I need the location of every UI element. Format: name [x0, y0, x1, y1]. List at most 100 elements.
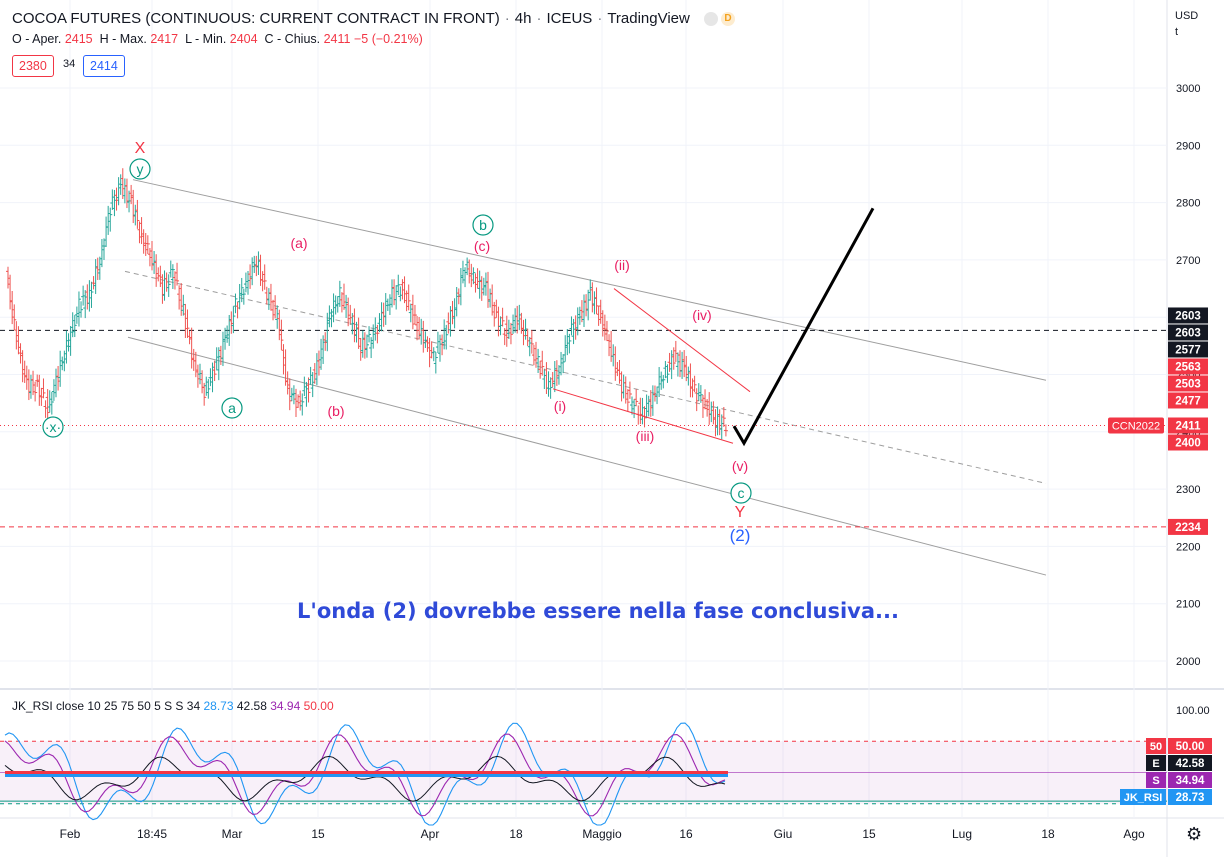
rsi-name-text: JK_RSI	[1124, 792, 1163, 804]
wave-drawings	[552, 207, 875, 447]
rsi-value-tag	[1168, 789, 1212, 805]
price-label-tag	[1168, 392, 1208, 409]
x-tick-label: 15	[311, 827, 325, 841]
price-bars	[6, 168, 728, 440]
price-label-text: 2234	[1175, 522, 1201, 534]
price-axis[interactable]: 2000210022002300240025002600270028002900…	[1176, 83, 1210, 748]
time-axis[interactable]: Feb 18:45 Mar 15 Apr 18 Maggio 16 Giu 15 Lug 18 Ago	[60, 827, 1145, 841]
rsi-value-tag	[1168, 772, 1212, 788]
wedge-upper	[613, 288, 751, 393]
exchange: ICEUS	[546, 10, 593, 27]
x-tick-label: Giu	[774, 827, 793, 841]
rsi-pane[interactable]	[0, 690, 1167, 818]
rsi-name-tag	[1146, 772, 1166, 788]
price-label-text: 2577	[1175, 344, 1201, 356]
wave-label-red: (b)	[327, 403, 344, 419]
wave-label-red: (iii)	[636, 428, 655, 444]
unit-label[interactable]: t	[1175, 26, 1179, 38]
x-tick-label: 18	[509, 827, 523, 841]
rsi-value-2: 42.58	[236, 699, 267, 713]
annotation-text: L'onda (2) dovrebbe essere nella fase co…	[297, 599, 899, 623]
interval[interactable]: 4h	[514, 10, 532, 27]
symbol-title[interactable]: COCOA FUTURES (CONTINUOUS: CURRENT CONTR…	[12, 10, 500, 27]
wave-label-red: (a)	[290, 235, 307, 251]
wave-label-red: (c)	[474, 238, 490, 254]
rsi-name-tag	[1120, 789, 1166, 805]
delayed-badge[interactable]: D	[721, 12, 736, 27]
wave-label-circle	[129, 158, 151, 180]
x-tick-label: Maggio	[582, 827, 622, 841]
ohlc-legend: O - Aper. 2415 H - Max. 2417 L - Min. 24…	[12, 32, 423, 46]
price-label-text: 2503	[1175, 378, 1201, 390]
projection-path	[732, 207, 875, 447]
x-tick-label: Feb	[60, 827, 81, 841]
rsi-slow-line	[4, 755, 726, 802]
rsi-value-text: 28.73	[1176, 792, 1205, 804]
high-value: 2417	[150, 32, 179, 46]
wave-label-circle	[221, 397, 243, 419]
rsi-value-tag	[1168, 738, 1212, 754]
wave-label-red: (2)	[730, 526, 751, 545]
rsi-signal-line	[4, 733, 726, 817]
sell-price-box[interactable]: 2380	[12, 55, 54, 77]
price-label-tag	[1168, 434, 1208, 451]
price-label-tag	[1168, 307, 1208, 324]
rsi-name-text: S	[1152, 775, 1159, 787]
rsi-name-text: 50	[1150, 741, 1162, 753]
currency-label[interactable]: USD	[1175, 10, 1199, 22]
market-status-icon[interactable]	[704, 12, 719, 27]
wave-label-green: y	[137, 161, 144, 177]
rsi-name-tag	[1146, 738, 1166, 754]
y-tick-label: 2900	[1176, 140, 1200, 152]
wedge-lower	[552, 388, 734, 444]
wave-label-green: c	[738, 485, 745, 501]
wave-label-green: b	[479, 217, 487, 233]
x-tick-label: Apr	[421, 827, 440, 841]
y-tick-label: 2000	[1176, 656, 1200, 668]
rsi-legend: JK_RSI close 10 25 75 50 5 S S 34 28.73 …	[12, 699, 334, 713]
last-price-tag	[1108, 417, 1164, 434]
wave-label-circle	[472, 214, 494, 236]
price-label-tag	[1168, 341, 1208, 358]
rsi-legend-label[interactable]: JK_RSI close 10 25 75 50 5 S S 34	[12, 699, 201, 713]
x-tick-label: Lug	[952, 827, 972, 841]
y-tick-label: 3000	[1176, 83, 1200, 95]
rsi-name-text: E	[1152, 758, 1159, 770]
rsi-value-1: 28.73	[203, 699, 234, 713]
x-tick-label: Ago	[1123, 827, 1145, 841]
price-label-tag	[1168, 358, 1208, 375]
price-label-text: 2603	[1175, 327, 1201, 339]
y-tick-label: 2300	[1176, 484, 1200, 496]
high-label: H - Max.	[99, 32, 147, 46]
wave-label-green: ·x·	[45, 419, 61, 435]
rsi-fast-line	[4, 722, 726, 826]
x-tick-label: Mar	[222, 827, 243, 841]
y-tick-label: 2800	[1176, 198, 1200, 210]
price-label-tag	[1168, 417, 1208, 434]
x-tick-label: 18:45	[137, 827, 167, 841]
horizontal-lines	[0, 329, 1167, 528]
low-value: 2404	[229, 32, 258, 46]
price-label-text: 2603	[1175, 310, 1201, 322]
channel-mid	[124, 270, 1047, 484]
channel-lower	[127, 336, 1047, 576]
currency-selector[interactable]: USD t	[1175, 8, 1198, 40]
close-value: 2411	[323, 32, 351, 46]
chart-header: COCOA FUTURES (CONTINUOUS: CURRENT CONTR…	[12, 10, 736, 27]
wave-label-red: (v)	[732, 458, 748, 474]
rsi-value-text: 42.58	[1176, 758, 1205, 770]
platform: TradingView	[607, 10, 690, 27]
wave-label-circle	[42, 416, 64, 438]
channel-upper	[132, 179, 1047, 381]
wave-label-red: (i)	[554, 398, 566, 414]
price-pane[interactable]	[0, 0, 1167, 688]
price-label-text: 2477	[1175, 395, 1201, 407]
wave-label-green: a	[228, 400, 236, 416]
wave-label-red: X	[135, 140, 146, 157]
settings-gear-icon[interactable]: ⚙	[1186, 824, 1203, 844]
wave-labels: ·x· y a b c X Y (a) (b) (c) (i) (ii) (iii) (iv) (v) (2)	[42, 140, 752, 545]
rsi-y-tick-label: 100.00	[1176, 705, 1210, 717]
rsi-name-tag	[1146, 755, 1166, 771]
buy-price-box[interactable]: 2414	[83, 55, 125, 77]
